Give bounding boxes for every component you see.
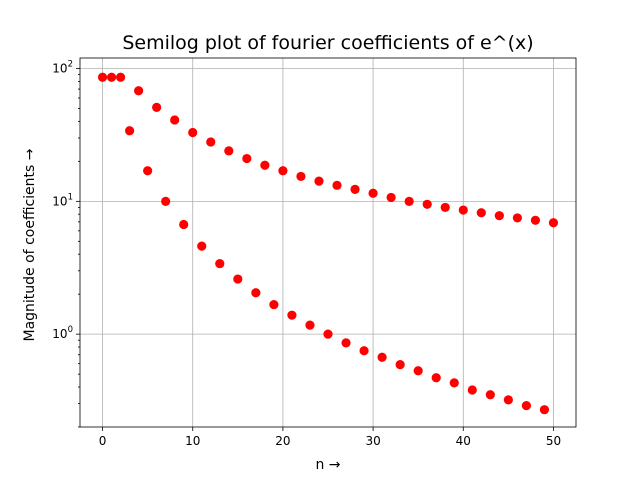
data-point bbox=[386, 192, 396, 203]
data-point bbox=[278, 166, 288, 176]
data-point bbox=[115, 72, 126, 82]
data-point bbox=[242, 153, 252, 164]
data-point bbox=[377, 352, 387, 362]
data-point bbox=[305, 320, 315, 330]
y-tick-exponent: 2 bbox=[68, 60, 73, 70]
data-point bbox=[350, 184, 360, 194]
data-point bbox=[152, 102, 162, 112]
y-tick-base: 10 bbox=[52, 327, 67, 341]
grid bbox=[80, 58, 576, 427]
data-point bbox=[215, 258, 225, 269]
data-point bbox=[188, 127, 198, 138]
data-point bbox=[179, 219, 189, 230]
data-point bbox=[503, 395, 513, 405]
data-points bbox=[97, 72, 559, 415]
data-point bbox=[539, 405, 550, 415]
data-point bbox=[287, 310, 297, 320]
data-point bbox=[467, 385, 477, 395]
data-point bbox=[143, 166, 153, 176]
data-point bbox=[251, 288, 261, 298]
data-point bbox=[458, 205, 468, 215]
data-point bbox=[323, 329, 333, 339]
x-tick-label: 50 bbox=[546, 434, 561, 448]
y-tick-base: 10 bbox=[52, 62, 67, 76]
x-tick-label: 10 bbox=[185, 434, 200, 448]
data-point bbox=[368, 188, 378, 198]
data-point bbox=[341, 338, 351, 348]
data-point bbox=[395, 359, 405, 370]
x-axis-label: n → bbox=[315, 457, 340, 473]
y-tick-label: 102 bbox=[52, 60, 73, 76]
data-point bbox=[97, 72, 108, 82]
data-point bbox=[422, 199, 432, 209]
data-point bbox=[296, 171, 306, 182]
data-point bbox=[440, 202, 450, 213]
y-tick-exponent: 1 bbox=[68, 192, 73, 202]
x-tick-label: 20 bbox=[275, 434, 290, 448]
data-point bbox=[233, 274, 243, 284]
data-point bbox=[449, 378, 459, 388]
data-point bbox=[404, 196, 414, 206]
y-tick-base: 10 bbox=[52, 194, 67, 208]
data-point bbox=[161, 196, 171, 206]
x-tick-label: 40 bbox=[456, 434, 471, 448]
data-point bbox=[494, 211, 504, 221]
x-tick-label: 30 bbox=[365, 434, 380, 448]
data-point bbox=[413, 366, 423, 376]
data-point bbox=[530, 215, 541, 225]
chart-title: Semilog plot of fourier coefficients of … bbox=[122, 32, 533, 54]
data-point bbox=[314, 176, 324, 186]
data-point bbox=[476, 208, 486, 218]
data-point bbox=[359, 346, 369, 356]
data-point bbox=[106, 72, 117, 82]
data-point bbox=[485, 390, 495, 400]
y-axis-label: Magnitude of coefficients → bbox=[22, 148, 38, 341]
plot-frame bbox=[79, 57, 577, 428]
x-tick-label: 0 bbox=[99, 434, 107, 448]
y-tick-label: 101 bbox=[52, 192, 73, 208]
data-point bbox=[125, 126, 135, 136]
data-point bbox=[134, 86, 144, 96]
data-point bbox=[332, 180, 342, 190]
data-point bbox=[269, 299, 279, 310]
data-point bbox=[224, 146, 234, 156]
data-point bbox=[197, 241, 207, 251]
y-tick-label: 100 bbox=[52, 325, 73, 341]
data-point bbox=[206, 137, 216, 147]
data-point bbox=[548, 218, 559, 228]
data-point bbox=[260, 160, 270, 170]
data-point bbox=[170, 115, 180, 125]
y-tick-exponent: 0 bbox=[68, 325, 73, 335]
data-point bbox=[521, 400, 532, 411]
data-point bbox=[512, 213, 522, 223]
data-point bbox=[431, 373, 441, 383]
